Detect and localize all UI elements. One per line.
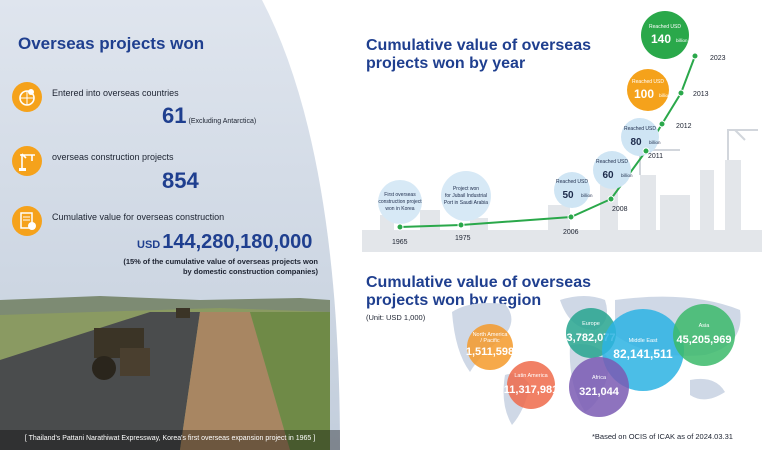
region-value-2: 82,141,511 <box>613 347 673 361</box>
milestone-value-2008: 60 <box>602 170 614 181</box>
milestone-value-2011: 80 <box>630 137 642 148</box>
milestone-unit-2013: billion <box>659 93 671 98</box>
photo-caption: [ Thailand's Pattani Narathiwat Expressw… <box>24 435 316 442</box>
region-value-4: 11,317,981 <box>504 384 558 396</box>
milestone-bubble-2006 <box>554 172 590 208</box>
region-name-5-0: Africa <box>592 375 607 381</box>
countries-number: 61 <box>162 103 187 128</box>
construction-value-number: 144,280,180,000 <box>162 231 313 253</box>
milestone-text-1965-2: won in Korea <box>385 206 414 212</box>
document-coin-icon <box>12 206 42 236</box>
currency-prefix: USD <box>137 239 161 251</box>
region-name-0-1: / Pacific <box>480 338 500 344</box>
milestone-label-2023: Reached USD <box>649 24 681 30</box>
milestone-text-1975-1: for Jubail Industrial <box>445 193 487 199</box>
milestone-bubble-1975 <box>441 171 491 221</box>
construction-value: USD 144,280,180,000 <box>137 231 312 254</box>
region-name-0-0: North America <box>473 332 509 338</box>
year-dot-2008 <box>607 195 615 203</box>
milestone-bubble-2008 <box>593 151 631 189</box>
year-dot-2012 <box>658 120 666 128</box>
milestone-unit-2011: billion <box>649 140 661 145</box>
milestone-label-2008: Reached USD <box>596 159 628 165</box>
year-label-2006: 2006 <box>563 229 579 236</box>
region-bubble-3 <box>673 304 735 366</box>
year-chart-title-line-1: Cumulative value of overseas <box>366 37 591 54</box>
projects-label: overseas construction projects <box>52 152 174 162</box>
countries-label: Entered into overseas countries <box>52 88 179 98</box>
share-note-line-2: by domestic construction companies) <box>182 267 318 276</box>
year-label-2008: 2008 <box>612 206 628 213</box>
crane-icon <box>12 146 42 176</box>
expressway-photo-background <box>0 0 340 450</box>
milestone-label-2006: Reached USD <box>556 179 588 185</box>
data-source-footnote: *Based on OCIS of ICAK as of 2024.03.31 <box>592 432 733 441</box>
construction-value-label: Cumulative value for overseas constructi… <box>52 212 225 222</box>
region-name-2-0: Middle East <box>629 338 658 344</box>
countries-note: (Excluding Antarctica) <box>188 118 257 125</box>
year-label-1965: 1965 <box>392 239 408 246</box>
countries-value: 61 (Excluding Antarctica) <box>162 103 256 129</box>
milestone-value-2023: 140 <box>651 32 671 46</box>
year-dot-2006 <box>567 213 575 221</box>
year-label-1975: 1975 <box>455 235 471 242</box>
globe-pin-icon <box>12 82 42 112</box>
overview-title: Overseas projects won <box>18 34 205 53</box>
projects-value: 854 <box>162 168 199 193</box>
milestone-label-2013: Reached USD <box>632 79 664 85</box>
milestone-label-2011: Reached USD <box>624 126 656 132</box>
year-dot-1975 <box>457 221 465 229</box>
milestone-bubble-2023 <box>641 11 689 59</box>
region-name-3-0: Asia <box>699 323 711 329</box>
region-name-4-0: Latin America <box>514 373 548 379</box>
region-chart-title-line-1: Cumulative value of overseas <box>366 274 591 291</box>
milestone-bubble-2011 <box>621 118 659 156</box>
milestone-text-1975-0: Project won <box>453 186 479 192</box>
milestone-bubble-1965 <box>378 180 422 224</box>
milestone-bubble-2013 <box>627 69 669 111</box>
milestone-text-1965-1: construction project <box>378 199 422 205</box>
milestone-text-1975-2: Port in Saudi Arabia <box>444 200 488 206</box>
year-dot-1965 <box>396 223 404 231</box>
year-label-2011: 2011 <box>648 153 663 160</box>
year-label-2012: 2012 <box>676 123 692 130</box>
year-dot-2023 <box>691 52 699 60</box>
region-value-3: 45,205,969 <box>676 334 731 346</box>
region-bubble-5 <box>569 357 629 417</box>
city-skyline <box>362 129 762 252</box>
year-dot-2013 <box>677 89 685 97</box>
year-chart-title-line-2: projects won by year <box>366 55 526 72</box>
milestone-unit-2006: billion <box>581 193 593 198</box>
milestone-unit-2008: billion <box>621 173 633 178</box>
region-unit-label: (Unit: USD 1,000) <box>366 313 426 322</box>
share-note-line-1: (15% of the cumulative value of overseas… <box>123 257 318 266</box>
year-dot-2011 <box>642 147 650 155</box>
year-chart-title: Cumulative value of overseas projects wo… <box>366 37 591 73</box>
region-value-5: 321,044 <box>579 386 620 398</box>
year-label-2013: 2013 <box>693 91 709 98</box>
milestone-value-2013: 100 <box>634 87 654 101</box>
milestone-unit-2023: billion <box>676 38 688 43</box>
overview-panel: Overseas projects won Entered into overs… <box>0 0 340 450</box>
milestone-text-1965-0: First overseas <box>384 192 416 198</box>
year-label-2023: 2023 <box>710 55 726 62</box>
region-value-0: 1,511,598 <box>466 346 514 358</box>
region-name-1-0: Europe <box>582 321 600 327</box>
region-bubble-0 <box>467 324 513 370</box>
share-note: (15% of the cumulative value of overseas… <box>108 257 318 277</box>
region-bubble-4 <box>507 361 555 409</box>
milestone-value-2006: 50 <box>562 190 574 201</box>
